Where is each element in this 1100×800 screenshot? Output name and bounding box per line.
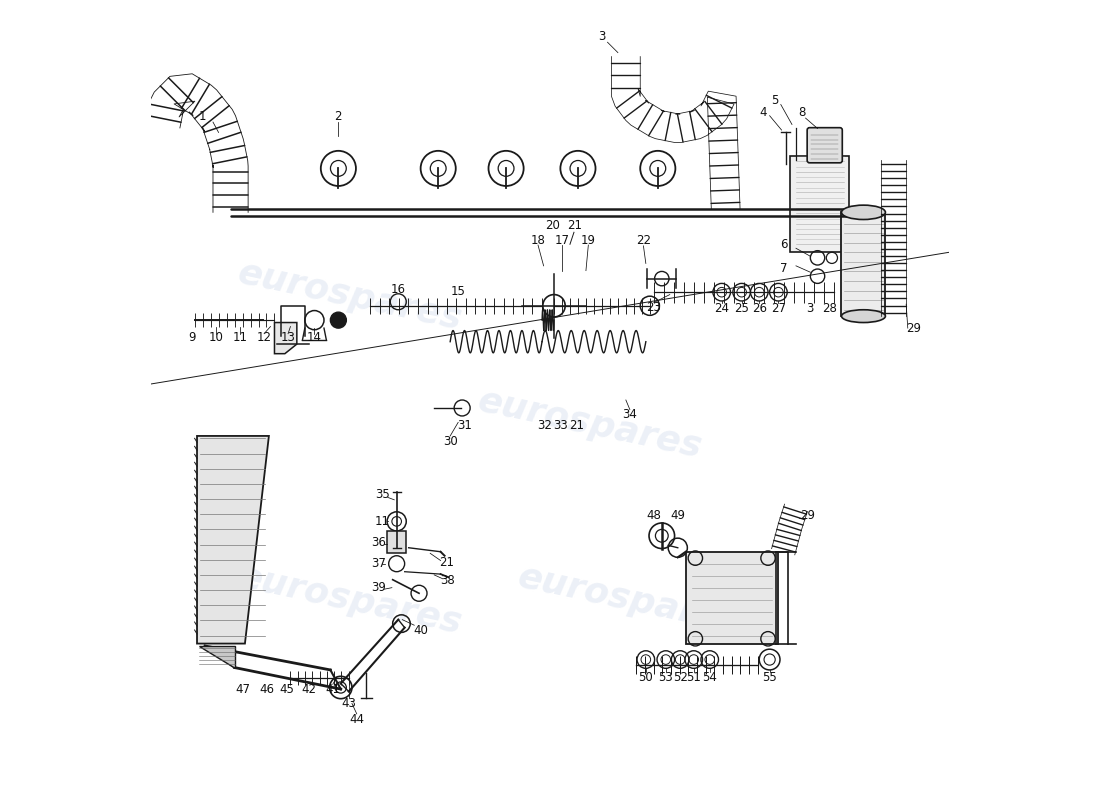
Text: 6: 6	[780, 238, 788, 250]
Polygon shape	[197, 436, 268, 643]
Text: 50: 50	[638, 670, 653, 684]
Text: 36: 36	[371, 536, 386, 549]
Text: eurospares: eurospares	[235, 559, 465, 640]
Text: 39: 39	[371, 581, 386, 594]
Text: 55: 55	[762, 670, 777, 684]
Text: 54: 54	[702, 670, 717, 684]
Text: 3: 3	[598, 30, 606, 43]
Text: 45: 45	[279, 682, 294, 695]
Text: 31: 31	[458, 419, 472, 432]
Text: 11: 11	[375, 515, 389, 528]
Polygon shape	[275, 322, 297, 354]
Text: 19: 19	[581, 234, 596, 246]
Text: 28: 28	[822, 302, 837, 314]
Text: 21: 21	[568, 219, 582, 233]
Text: 41: 41	[326, 682, 340, 695]
Circle shape	[330, 312, 346, 328]
Text: 14: 14	[307, 331, 322, 344]
Text: 42: 42	[301, 682, 317, 695]
Text: 29: 29	[906, 322, 921, 334]
Bar	[842, 212, 886, 316]
Text: 33: 33	[553, 419, 568, 432]
Text: 30: 30	[443, 435, 458, 448]
Text: 13: 13	[280, 331, 296, 344]
Polygon shape	[199, 646, 234, 667]
Text: 29: 29	[800, 510, 815, 522]
Text: 38: 38	[440, 574, 455, 587]
Text: 53: 53	[659, 670, 673, 684]
Text: 40: 40	[414, 623, 428, 637]
Text: 52: 52	[673, 670, 688, 684]
Bar	[387, 531, 406, 554]
Text: 26: 26	[751, 302, 767, 314]
Text: 22: 22	[636, 234, 651, 246]
Bar	[685, 552, 778, 643]
Bar	[790, 157, 849, 252]
Text: 10: 10	[209, 331, 223, 344]
Text: 16: 16	[390, 283, 406, 296]
Text: 27: 27	[771, 302, 785, 314]
Text: 23: 23	[647, 301, 661, 314]
Text: 3: 3	[806, 302, 813, 314]
FancyBboxPatch shape	[807, 128, 843, 163]
Text: 4: 4	[759, 106, 767, 119]
Text: 44: 44	[349, 713, 364, 726]
Text: 25: 25	[734, 302, 749, 314]
Text: 17: 17	[554, 234, 570, 246]
Text: 46: 46	[258, 682, 274, 695]
Text: 18: 18	[530, 234, 546, 246]
Text: 8: 8	[798, 106, 805, 119]
Ellipse shape	[842, 310, 886, 322]
Text: 49: 49	[670, 510, 685, 522]
Text: 51: 51	[686, 670, 701, 684]
Ellipse shape	[842, 205, 886, 219]
Text: 21: 21	[569, 419, 584, 432]
Text: 1: 1	[199, 110, 207, 123]
Text: 34: 34	[623, 408, 637, 421]
Text: 5: 5	[771, 94, 779, 107]
Text: 35: 35	[375, 488, 389, 501]
Text: 32: 32	[537, 419, 552, 432]
Text: 9: 9	[188, 331, 196, 344]
Text: eurospares: eurospares	[235, 256, 465, 337]
Text: 12: 12	[256, 331, 272, 344]
Text: 7: 7	[780, 262, 788, 274]
Text: 24: 24	[714, 302, 729, 314]
Text: 43: 43	[341, 697, 356, 710]
Text: 11: 11	[232, 331, 248, 344]
Text: 15: 15	[451, 285, 465, 298]
Text: 20: 20	[544, 219, 560, 233]
Text: 37: 37	[371, 558, 386, 570]
Text: 48: 48	[647, 510, 661, 522]
Text: 21: 21	[439, 556, 453, 569]
Text: eurospares: eurospares	[474, 383, 705, 464]
Text: eurospares: eurospares	[515, 559, 745, 640]
Text: 47: 47	[235, 682, 250, 695]
Text: 2: 2	[334, 110, 342, 123]
